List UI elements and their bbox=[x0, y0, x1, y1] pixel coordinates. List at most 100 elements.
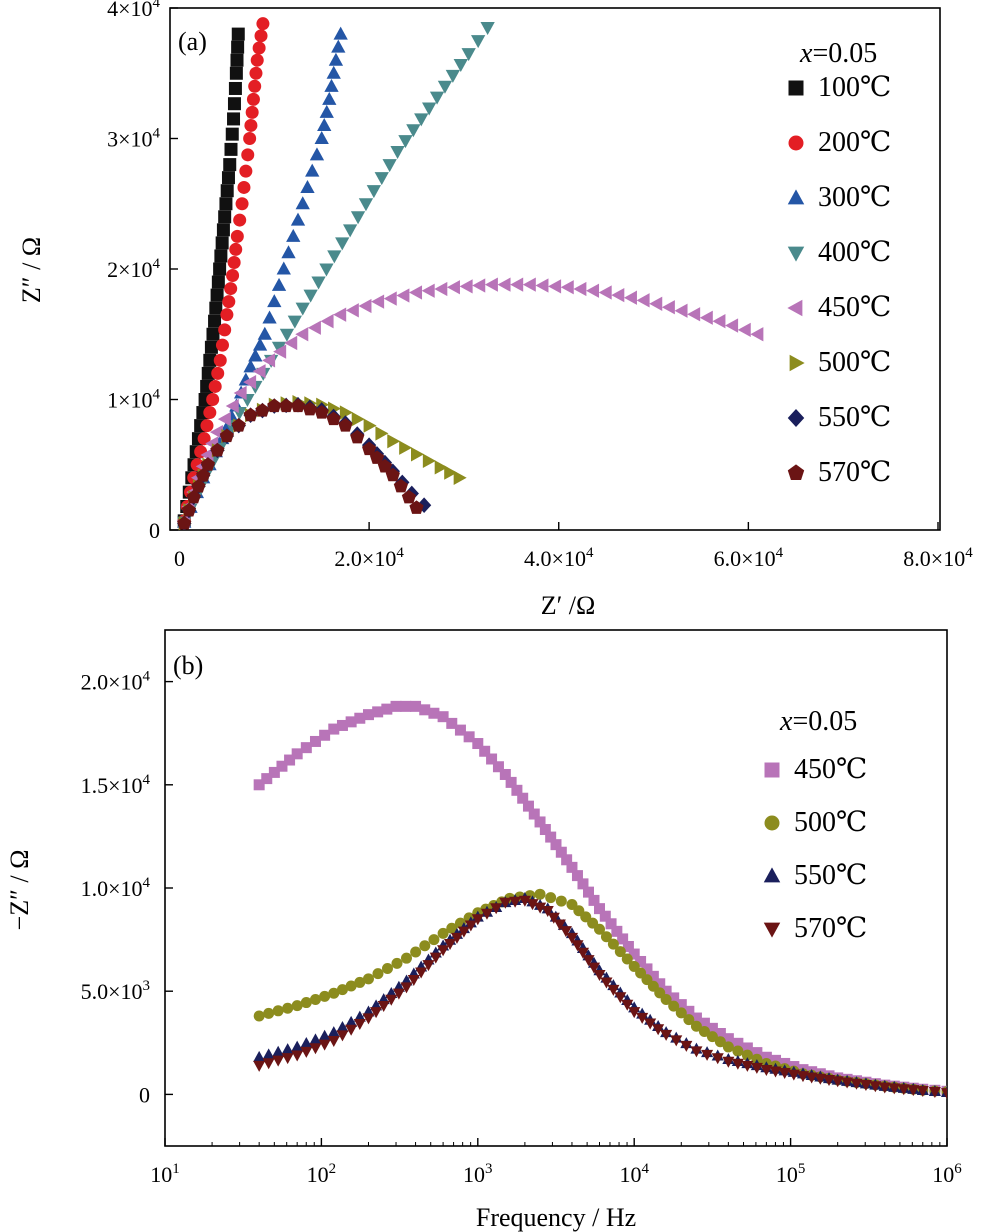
data-point bbox=[410, 447, 424, 462]
data-point bbox=[326, 65, 341, 79]
data-point bbox=[443, 939, 457, 951]
data-point bbox=[375, 426, 389, 441]
data-point bbox=[279, 328, 295, 342]
data-point bbox=[374, 172, 389, 186]
data-point bbox=[711, 1053, 724, 1065]
data-point bbox=[670, 1035, 683, 1047]
data-point bbox=[309, 735, 321, 747]
x-tick-label: 8.0×104 bbox=[903, 545, 973, 571]
data-point bbox=[444, 465, 458, 480]
data-point bbox=[555, 895, 567, 907]
data-point bbox=[200, 457, 216, 471]
data-point bbox=[272, 1005, 284, 1017]
data-point bbox=[714, 1036, 726, 1048]
legend-entry: 200℃ bbox=[818, 127, 891, 158]
legend-entry: 450℃ bbox=[794, 754, 867, 785]
data-point bbox=[252, 41, 266, 55]
data-point bbox=[327, 250, 342, 264]
data-point bbox=[611, 287, 625, 303]
data-point bbox=[390, 146, 405, 160]
series-450℃ bbox=[176, 277, 764, 529]
data-point bbox=[534, 902, 547, 914]
data-point bbox=[422, 102, 437, 116]
data-point bbox=[668, 1000, 680, 1012]
data-point bbox=[690, 1046, 703, 1058]
data-point bbox=[387, 434, 401, 449]
legend-marker bbox=[787, 299, 803, 317]
data-point bbox=[814, 1073, 827, 1085]
data-point bbox=[383, 291, 397, 306]
data-point bbox=[560, 280, 574, 295]
data-point bbox=[272, 1055, 285, 1067]
data-point bbox=[400, 700, 412, 712]
data-point bbox=[750, 327, 764, 342]
y-tick-label: 2.0×104 bbox=[81, 669, 151, 695]
data-point bbox=[291, 1050, 304, 1062]
legend-marker bbox=[787, 189, 805, 205]
data-point bbox=[509, 896, 522, 908]
panel-label: (b) bbox=[173, 651, 203, 680]
x-tick-label: 101 bbox=[150, 1161, 179, 1187]
legend-entry: 100℃ bbox=[818, 72, 891, 103]
data-point bbox=[319, 990, 331, 1002]
data-point bbox=[831, 1076, 844, 1088]
data-point bbox=[600, 977, 613, 989]
data-point bbox=[660, 993, 672, 1005]
data-point bbox=[282, 1002, 294, 1014]
data-point bbox=[336, 719, 348, 731]
data-point bbox=[338, 418, 353, 432]
data-point bbox=[291, 1000, 303, 1012]
data-point bbox=[336, 1030, 349, 1042]
data-point bbox=[209, 424, 223, 440]
data-point bbox=[229, 242, 243, 256]
data-point bbox=[262, 1058, 275, 1070]
data-point bbox=[326, 411, 341, 426]
data-point bbox=[262, 310, 277, 324]
data-point bbox=[437, 945, 450, 957]
data-point bbox=[350, 429, 365, 444]
data-point bbox=[220, 184, 234, 198]
data-point bbox=[305, 163, 320, 177]
data-point bbox=[636, 1012, 649, 1024]
data-point bbox=[732, 1045, 744, 1057]
data-point bbox=[181, 502, 197, 517]
data-point bbox=[197, 432, 211, 446]
data-point bbox=[196, 468, 211, 482]
data-point bbox=[940, 1088, 947, 1100]
x-tick-label: 102 bbox=[307, 1161, 336, 1187]
data-point bbox=[328, 723, 340, 735]
data-point bbox=[311, 276, 326, 290]
data-point bbox=[446, 280, 460, 295]
data-point bbox=[213, 262, 227, 276]
data-point bbox=[237, 180, 251, 194]
data-point bbox=[218, 323, 232, 337]
data-point bbox=[381, 703, 393, 715]
data-point bbox=[526, 899, 539, 911]
data-point bbox=[422, 960, 435, 972]
data-point bbox=[587, 962, 601, 974]
data-point bbox=[215, 338, 229, 352]
data-point bbox=[778, 1068, 791, 1080]
data-point bbox=[309, 147, 325, 161]
data-point bbox=[480, 908, 494, 920]
x-tick-label: 106 bbox=[932, 1161, 962, 1187]
data-point bbox=[690, 1020, 702, 1032]
data-point bbox=[822, 1075, 836, 1087]
data-point bbox=[231, 27, 245, 41]
x-tick-label: 104 bbox=[619, 1161, 649, 1187]
data-point bbox=[522, 277, 536, 292]
legend-marker bbox=[788, 80, 804, 96]
data-point bbox=[245, 105, 259, 119]
data-point bbox=[787, 1069, 800, 1081]
data-point bbox=[566, 861, 578, 873]
data-point bbox=[225, 398, 239, 414]
data-point bbox=[480, 22, 495, 36]
data-point bbox=[200, 447, 214, 463]
data-point bbox=[614, 946, 626, 958]
data-point bbox=[225, 127, 239, 141]
data-point bbox=[407, 974, 420, 986]
data-point bbox=[257, 326, 272, 340]
data-point bbox=[805, 1072, 818, 1084]
data-point bbox=[211, 275, 225, 289]
y-axis-label: Z″ / Ω bbox=[17, 237, 46, 303]
